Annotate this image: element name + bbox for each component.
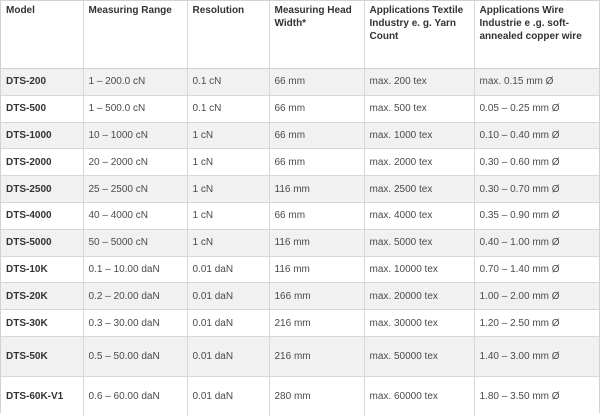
cell-measuring-range: 40 – 4000 cN — [83, 202, 188, 230]
cell-wire: 0.35 – 0.90 mm Ø — [474, 202, 599, 230]
cell-resolution: 0.01 daN — [187, 336, 270, 377]
cell-wire: 0.70 – 1.40 mm Ø — [474, 256, 599, 284]
cell-model: DTS-30K — [1, 309, 84, 337]
cell-wire: 0.40 – 1.00 mm Ø — [474, 229, 599, 257]
cell-wire: max. 0.15 mm Ø — [474, 68, 599, 96]
cell-head-width: 216 mm — [269, 309, 365, 337]
cell-model: DTS-500 — [1, 95, 84, 123]
cell-resolution: 0.01 daN — [187, 309, 270, 337]
cell-head-width: 216 mm — [269, 336, 365, 377]
cell-measuring-range: 0.6 – 60.00 daN — [83, 376, 188, 416]
cell-wire: 1.20 – 2.50 mm Ø — [474, 309, 599, 337]
cell-measuring-range: 1 – 200.0 cN — [83, 68, 188, 96]
cell-head-width: 116 mm — [269, 256, 365, 284]
table-row: DTS-60K-V1 0.6 – 60.00 daN 0.01 daN 280 mm m… — [1, 376, 599, 416]
cell-head-width: 280 mm — [269, 376, 365, 416]
cell-resolution: 1 cN — [187, 122, 270, 150]
cell-model: DTS-200 — [1, 68, 84, 96]
cell-model: DTS-60K-V1 — [1, 376, 84, 416]
cell-textile: max. 20000 tex — [364, 282, 475, 311]
header-textile-applications: Applications Textile Industry e. g. Yarn… — [364, 1, 475, 69]
cell-resolution: 0.01 daN — [187, 256, 270, 284]
table-row: DTS-30K 0.3 – 30.00 daN 0.01 daN 216 mm max.… — [1, 309, 599, 337]
table-row: DTS-1000 10 – 1000 cN 1 cN 66 mm max. 1000 t… — [1, 122, 599, 150]
table-row: DTS-200 1 – 200.0 cN 0.1 cN 66 mm max. 200 t… — [1, 68, 599, 96]
cell-measuring-range: 50 – 5000 cN — [83, 229, 188, 257]
header-wire-applications: Applications Wire Industrie e .g. soft-a… — [474, 1, 599, 69]
cell-resolution: 0.1 cN — [187, 68, 270, 96]
cell-resolution: 1 cN — [187, 148, 270, 177]
cell-textile: max. 5000 tex — [364, 229, 475, 257]
cell-resolution: 0.1 cN — [187, 95, 270, 123]
table-row: DTS-2000 20 – 2000 cN 1 cN 66 mm max. 2000 t… — [1, 148, 599, 177]
cell-head-width: 116 mm — [269, 175, 365, 203]
cell-wire: 1.00 – 2.00 mm Ø — [474, 282, 599, 311]
cell-measuring-range: 10 – 1000 cN — [83, 122, 188, 150]
cell-head-width: 116 mm — [269, 229, 365, 257]
cell-head-width: 66 mm — [269, 202, 365, 230]
cell-model: DTS-50K — [1, 336, 84, 377]
cell-model: DTS-1000 — [1, 122, 84, 150]
cell-measuring-range: 0.1 – 10.00 daN — [83, 256, 188, 284]
cell-measuring-range: 0.3 – 30.00 daN — [83, 309, 188, 337]
cell-model: DTS-4000 — [1, 202, 84, 230]
header-resolution: Resolution — [187, 1, 270, 69]
cell-model: DTS-10K — [1, 256, 84, 284]
cell-resolution: 0.01 daN — [187, 376, 270, 416]
cell-textile: max. 500 tex — [364, 95, 475, 123]
table-row: DTS-500 1 – 500.0 cN 0.1 cN 66 mm max. 500 t… — [1, 95, 599, 123]
cell-resolution: 1 cN — [187, 175, 270, 203]
cell-head-width: 66 mm — [269, 122, 365, 150]
cell-resolution: 0.01 daN — [187, 282, 270, 311]
cell-textile: max. 200 tex — [364, 68, 475, 96]
cell-head-width: 66 mm — [269, 148, 365, 177]
cell-resolution: 1 cN — [187, 229, 270, 257]
cell-measuring-range: 0.2 – 20.00 daN — [83, 282, 188, 311]
cell-model: DTS-2500 — [1, 175, 84, 203]
cell-model: DTS-5000 — [1, 229, 84, 257]
table-row: DTS-2500 25 – 2500 cN 1 cN 116 mm max. 2500 … — [1, 175, 599, 203]
cell-model: DTS-20K — [1, 282, 84, 311]
cell-textile: max. 2000 tex — [364, 148, 475, 177]
cell-resolution: 1 cN — [187, 202, 270, 230]
cell-textile: max. 10000 tex — [364, 256, 475, 284]
cell-measuring-range: 0.5 – 50.00 daN — [83, 336, 188, 377]
cell-wire: 0.30 – 0.70 mm Ø — [474, 175, 599, 203]
cell-wire: 0.05 – 0.25 mm Ø — [474, 95, 599, 123]
cell-head-width: 66 mm — [269, 95, 365, 123]
cell-model: DTS-2000 — [1, 148, 84, 177]
cell-textile: max. 60000 tex — [364, 376, 475, 416]
cell-head-width: 166 mm — [269, 282, 365, 311]
cell-wire: 0.30 – 0.60 mm Ø — [474, 148, 599, 177]
header-head-width: Measuring Head Width* — [269, 1, 365, 69]
table-header-row: Model Measuring Range Resolution Measuri… — [1, 1, 599, 69]
cell-head-width: 66 mm — [269, 68, 365, 96]
cell-measuring-range: 25 – 2500 cN — [83, 175, 188, 203]
cell-textile: max. 2500 tex — [364, 175, 475, 203]
cell-wire: 0.10 – 0.40 mm Ø — [474, 122, 599, 150]
table-row: DTS-4000 40 – 4000 cN 1 cN 66 mm max. 4000 t… — [1, 202, 599, 230]
cell-textile: max. 30000 tex — [364, 309, 475, 337]
header-measuring-range: Measuring Range — [83, 1, 188, 69]
cell-textile: max. 4000 tex — [364, 202, 475, 230]
header-model: Model — [1, 1, 84, 69]
table-row: DTS-10K 0.1 – 10.00 daN 0.01 daN 116 mm max.… — [1, 256, 599, 284]
cell-textile: max. 50000 tex — [364, 336, 475, 377]
cell-measuring-range: 20 – 2000 cN — [83, 148, 188, 177]
cell-wire: 1.40 – 3.00 mm Ø — [474, 336, 599, 377]
table-row: DTS-50K 0.5 – 50.00 daN 0.01 daN 216 mm max.… — [1, 336, 599, 377]
cell-measuring-range: 1 – 500.0 cN — [83, 95, 188, 123]
table-row: DTS-20K 0.2 – 20.00 daN 0.01 daN 166 mm max.… — [1, 282, 599, 311]
cell-textile: max. 1000 tex — [364, 122, 475, 150]
cell-wire: 1.80 – 3.50 mm Ø — [479, 391, 560, 403]
table-row: DTS-5000 50 – 5000 cN 1 cN 116 mm max. 5000 … — [1, 229, 599, 257]
